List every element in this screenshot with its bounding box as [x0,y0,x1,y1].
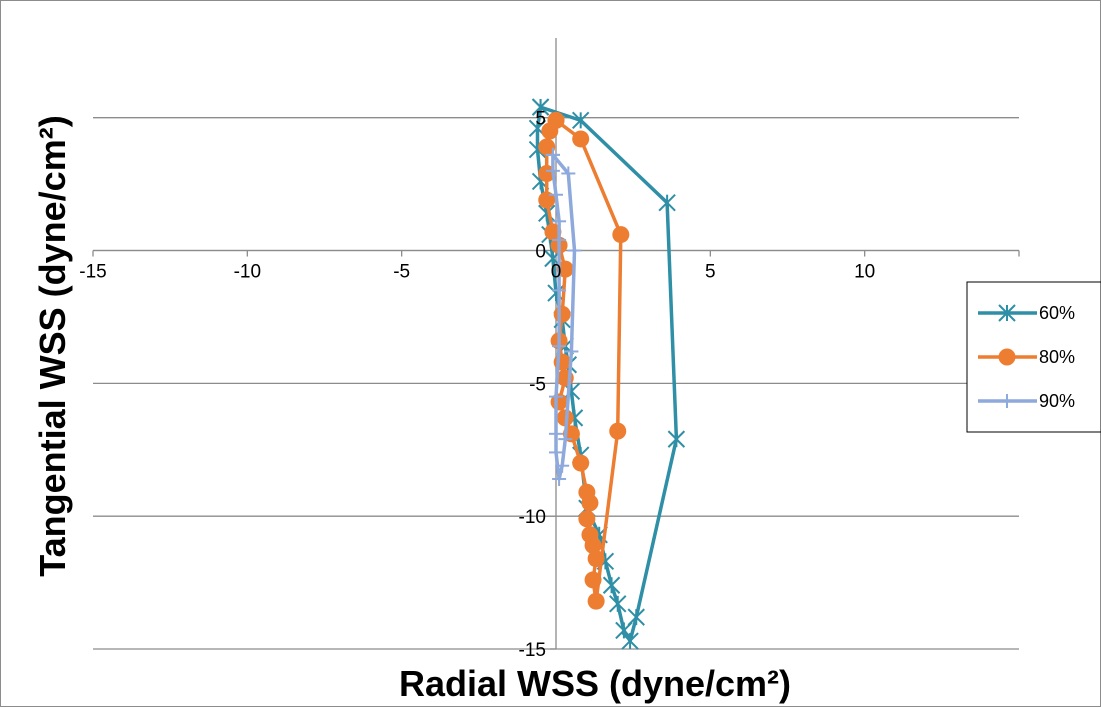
data-point-2-12 [552,232,567,247]
data-point-1-5 [584,571,602,589]
data-point-1-22 [544,223,562,241]
data-point-2-10 [552,339,567,354]
data-point-1-2 [612,226,630,244]
legend-items: 60% 80% 90% [978,303,1075,411]
data-point-0-2 [658,193,676,212]
data-point-1-12 [572,454,590,472]
legend-label-2: 90% [1039,391,1075,411]
data-point-0-3 [667,430,686,448]
legend-item-1: 80% [978,347,1075,367]
y-axis-title: Tangential WSS (dyne/cm²) [32,115,73,576]
legend-label-1: 80% [1039,347,1075,367]
series-line-1 [544,118,623,603]
data-point-1-6 [587,550,605,568]
data-point-2-4 [558,432,573,447]
data-point-2-3 [564,344,579,359]
data-point-0-18 [547,284,565,302]
data-point-0-1 [571,111,590,130]
data-point-1-3 [609,422,627,440]
x-axis-title: Radial WSS (dyne/cm²) [399,663,791,704]
y-tick-label-1: 0 [535,242,546,263]
data-point-1-25 [538,138,556,156]
data-point-2-16 [545,147,560,162]
legend: 60% 80% 90% [966,281,1101,433]
data-point-0-8 [602,576,621,594]
legend-marker-2 [1000,394,1014,408]
y-tick-label-0: 5 [535,109,546,130]
x-tick-label-4: 5 [705,262,716,283]
data-point-2-15 [545,163,560,178]
data-point-2-1 [561,166,576,181]
data-point-0-7 [609,595,627,613]
legend-label-0: 60% [1039,303,1075,323]
data-point-2-8 [549,426,563,441]
series-2 [545,147,582,486]
data-point-2-14 [549,187,563,202]
data-point-2-11 [552,283,567,298]
legend-marker-0 [998,304,1016,322]
series-layer [528,98,686,650]
legend-item-0: 60% [978,303,1075,323]
x-tick-label-0: -15 [79,262,106,283]
data-point-1-27 [547,111,565,129]
data-point-1-19 [553,305,571,323]
data-point-2-7 [549,445,563,460]
y-tick-label-4: -15 [519,640,546,661]
x-tick-label-1: -10 [234,262,261,283]
data-point-2-13 [552,214,567,229]
data-point-1-4 [587,592,605,610]
x-tick-label-5: 10 [854,262,875,283]
data-point-1-20 [556,260,574,278]
legend-marker-1 [998,348,1016,366]
data-point-1-11 [578,483,596,501]
x-tick-label-3: 0 [551,262,562,283]
legend-item-2: 90% [978,391,1075,411]
y-tick-label-3: -10 [519,507,546,528]
data-point-1-23 [538,191,556,209]
x-tick-label-2: -5 [393,262,410,283]
data-point-0-6 [615,621,633,640]
data-point-2-2 [567,243,582,258]
data-point-1-9 [578,510,596,528]
data-point-1-1 [572,130,590,148]
data-point-1-24 [538,164,556,182]
tick-layer: -15 -10 -5 0 5 10 5 0 -5 -10 -15 [79,109,875,661]
data-point-0-25 [531,98,550,116]
data-point-1-8 [581,526,599,544]
y-tick-label-2: -5 [529,374,546,395]
data-point-2-6 [552,471,567,486]
series-1 [538,111,630,610]
data-point-2-9 [549,389,563,404]
data-point-2-5 [555,458,570,473]
